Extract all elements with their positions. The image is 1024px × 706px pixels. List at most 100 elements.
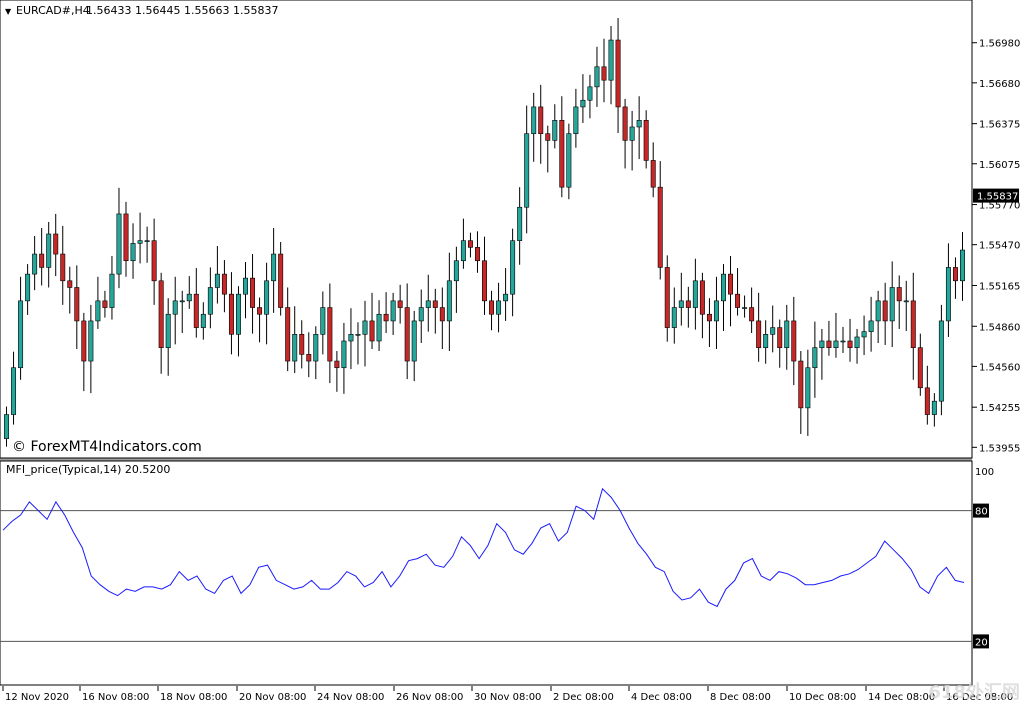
candle <box>924 365 930 425</box>
candle-body-bull <box>137 240 143 244</box>
candle-body-bear <box>60 253 66 282</box>
candle-body-bull <box>460 240 466 262</box>
time-axis: 12 Nov 2020 16 Nov 08:00 18 Nov 08:00 20 No… <box>2 686 1013 703</box>
candle-body-bull <box>784 320 790 348</box>
candle <box>819 328 825 380</box>
candle <box>636 96 642 160</box>
candle-body-bear <box>299 333 305 355</box>
candle <box>355 322 361 365</box>
candle-body-bull <box>713 300 719 322</box>
time-tick-label: 30 Nov 08:00 <box>474 692 541 703</box>
candle <box>467 232 473 258</box>
mfi-line <box>2 487 965 608</box>
candle-body-bear <box>952 267 958 282</box>
mfi-level-tag <box>973 503 989 518</box>
candle-body-bull <box>552 120 558 141</box>
candle <box>250 254 256 334</box>
candle-body-bear <box>285 307 291 362</box>
candle-body-bear <box>257 307 263 315</box>
candle-body-bear <box>158 280 164 348</box>
candle-body-bear <box>123 213 129 262</box>
candle <box>791 296 797 386</box>
candle <box>144 226 150 263</box>
candle <box>608 26 614 105</box>
candle <box>193 268 199 338</box>
candle <box>875 290 881 343</box>
candle <box>376 300 382 352</box>
candle <box>622 98 628 169</box>
candle <box>903 280 909 331</box>
candle <box>81 312 87 392</box>
candle <box>566 123 572 200</box>
time-tick-label: 8 Dec 08:00 <box>710 692 771 703</box>
candle <box>587 74 593 119</box>
candle <box>278 242 284 316</box>
candle-body-bull <box>938 320 944 402</box>
time-tick-label: 26 Nov 08:00 <box>396 692 463 703</box>
candle <box>67 266 73 314</box>
candle-body-bear <box>545 133 551 141</box>
candle <box>917 333 923 396</box>
candle <box>221 260 227 313</box>
price-tick-label: 1.54560 <box>979 362 1020 373</box>
candle <box>847 318 853 362</box>
candle-body-bull <box>130 243 136 262</box>
candle <box>713 276 719 350</box>
candle-body-bear <box>798 360 804 409</box>
candle <box>341 322 347 394</box>
candle <box>74 265 80 350</box>
candle <box>25 264 31 315</box>
candle <box>446 252 452 352</box>
candle-body-bull <box>390 300 396 322</box>
time-tick-label: 10 Dec 08:00 <box>789 692 856 703</box>
candle <box>390 292 396 335</box>
candle-body-bull <box>721 273 726 302</box>
candle-body-bull <box>144 240 150 242</box>
candle <box>432 288 438 334</box>
candle <box>362 300 368 367</box>
candle <box>453 246 459 313</box>
candle-body-bear <box>67 280 73 288</box>
candle <box>735 268 741 316</box>
candle <box>629 110 635 171</box>
candle-body-bear <box>735 293 741 308</box>
candle <box>53 213 59 277</box>
candle <box>503 268 509 321</box>
price-pane[interactable] <box>0 0 973 459</box>
candle <box>130 223 136 279</box>
candle <box>404 283 410 380</box>
candle-body-bear <box>74 287 80 322</box>
candle <box>172 276 178 345</box>
candle-body-bear <box>685 300 691 308</box>
candle <box>749 287 755 333</box>
candle <box>102 290 108 318</box>
candle-body-bull <box>109 273 115 308</box>
candle <box>264 262 270 345</box>
candle-body-bear <box>102 300 108 308</box>
candle <box>643 110 649 169</box>
candle <box>123 201 129 277</box>
candle <box>397 284 403 324</box>
candle-body-bull <box>945 267 951 322</box>
indicator-pane[interactable] <box>0 460 973 686</box>
candle-body-bear <box>756 320 762 348</box>
candle <box>313 326 319 380</box>
candle-body-bear <box>432 300 438 308</box>
candle <box>179 290 185 333</box>
candle-body-bull <box>608 39 614 81</box>
candle-body-bull <box>671 307 677 328</box>
candle <box>721 264 726 331</box>
candle <box>439 287 445 350</box>
candle <box>664 255 670 342</box>
candle-body-bull <box>362 320 368 335</box>
candle <box>763 320 769 364</box>
time-tick-label: 2 Dec 08:00 <box>553 692 614 703</box>
candle <box>369 292 375 350</box>
candle-body-bull <box>960 249 965 282</box>
candle-body-bull <box>313 333 319 362</box>
candle <box>657 161 663 280</box>
candle-body-bear <box>896 287 902 302</box>
candle <box>474 231 480 273</box>
candle-body-bull <box>200 313 206 328</box>
